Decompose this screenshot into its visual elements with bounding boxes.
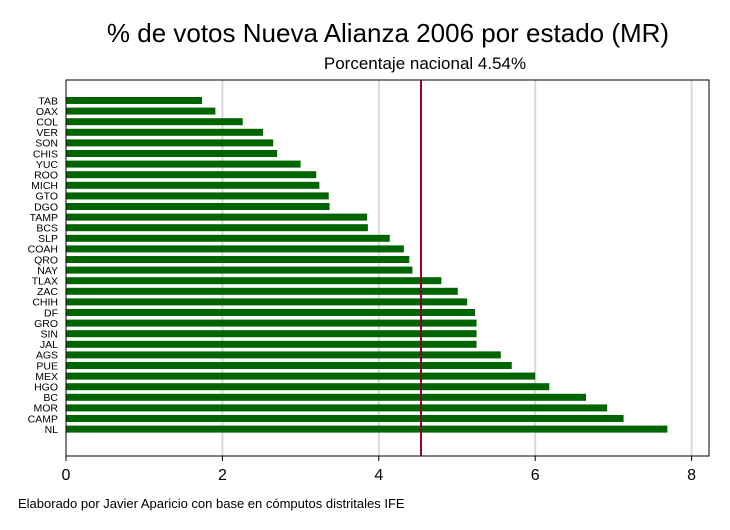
bar-son: [66, 139, 274, 147]
bar-oax: [66, 107, 216, 115]
category-label: AGS: [36, 350, 58, 362]
x-tick-label: 8: [687, 467, 696, 484]
bar-dgo: [66, 203, 330, 210]
bar-chis: [66, 150, 278, 157]
category-label: HGO: [34, 382, 58, 394]
category-label: MEX: [35, 371, 58, 383]
category-label: JAL: [40, 339, 58, 351]
plot-frame: [65, 79, 710, 457]
bar-qro: [66, 256, 410, 263]
x-tick-label: 0: [62, 467, 71, 484]
bar-hgo: [66, 383, 550, 391]
category-label: DF: [44, 307, 58, 319]
bar-ver: [66, 128, 264, 136]
category-label: TLAX: [32, 276, 58, 288]
chart-subtitle: Porcentaje nacional 4.54%: [324, 54, 526, 73]
bar-nl: [66, 425, 668, 433]
bar-coah: [66, 245, 404, 253]
bar-slp: [66, 234, 390, 242]
chart-title: % de votos Nueva Alianza 2006 por estado…: [107, 18, 669, 48]
category-label: TAMP: [30, 212, 58, 224]
source-note: Elaborado por Javier Aparicio con base e…: [18, 496, 405, 511]
category-label: BC: [43, 392, 58, 404]
bar-tamp: [66, 213, 368, 221]
category-label: TAB: [38, 95, 58, 107]
bar-yuc: [66, 160, 301, 168]
category-label: YUC: [36, 159, 59, 171]
category-label: ZAC: [37, 286, 58, 298]
bar-mich: [66, 181, 320, 189]
category-label: GTO: [35, 191, 58, 203]
category-label: SON: [35, 138, 58, 150]
bar-sin: [66, 330, 477, 338]
category-label: SIN: [40, 329, 58, 341]
category-label: CHIH: [32, 297, 58, 309]
bar-ags: [66, 351, 501, 359]
bar-chih: [66, 298, 468, 306]
x-axis-ticks: 0 2 4 6 8: [62, 456, 696, 484]
bar-camp: [66, 415, 624, 422]
category-label: CHIS: [33, 148, 58, 160]
category-label: COL: [36, 117, 58, 129]
category-label: OAX: [36, 106, 58, 118]
category-label: SLP: [38, 233, 58, 245]
category-label: GRO: [34, 318, 58, 330]
bar-gto: [66, 192, 329, 200]
category-label: COAH: [28, 244, 58, 256]
category-label: NL: [45, 424, 59, 436]
bar-roo: [66, 171, 317, 179]
bar-nay: [66, 266, 413, 274]
bar-tab: [66, 97, 203, 104]
category-label: CAMP: [28, 413, 58, 425]
bar-pue: [66, 362, 512, 369]
category-label: NAY: [37, 265, 58, 277]
x-tick-label: 4: [374, 467, 383, 484]
bar-gro: [66, 319, 477, 327]
bar-zac: [66, 287, 458, 295]
category-label: QRO: [34, 254, 58, 266]
bar-df: [66, 309, 475, 316]
category-label: VER: [36, 127, 58, 139]
bar-jal: [66, 340, 477, 348]
bar-tlax: [66, 277, 442, 285]
bars: [66, 97, 668, 433]
x-tick-label: 6: [531, 467, 540, 484]
bar-bcs: [66, 224, 368, 232]
category-label: DGO: [34, 201, 58, 213]
category-label: ROO: [34, 170, 58, 182]
category-label: MOR: [34, 403, 59, 415]
bar-mor: [66, 404, 608, 412]
category-label: BCS: [36, 223, 58, 235]
bar-bc: [66, 393, 587, 401]
category-label: PUE: [36, 360, 58, 372]
category-label: MICH: [31, 180, 58, 192]
category-labels: TABOAXCOLVERSONCHISYUCROOMICHGTODGOTAMPB…: [28, 95, 59, 436]
bar-mex: [66, 372, 536, 380]
bar-col: [66, 118, 243, 126]
x-tick-label: 2: [218, 467, 227, 484]
